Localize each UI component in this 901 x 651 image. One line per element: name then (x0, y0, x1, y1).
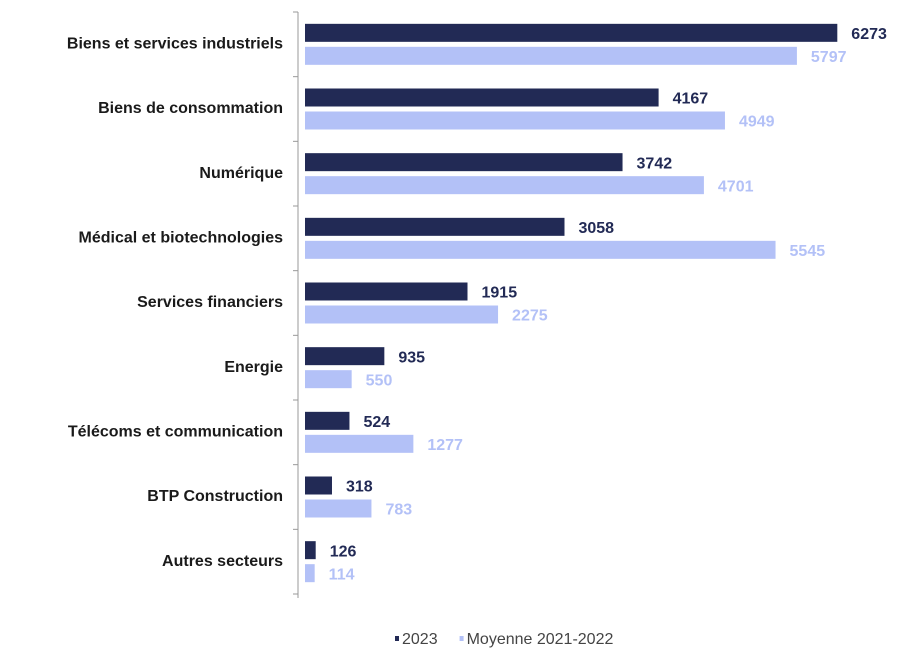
category-label: Energie (224, 359, 283, 376)
bar (305, 411, 350, 430)
category-label: Services financiers (137, 294, 283, 311)
data-label: 1277 (427, 437, 463, 454)
data-label: 114 (329, 566, 355, 583)
legend-label: Moyenne 2021-2022 (467, 631, 614, 648)
data-label: 5797 (811, 49, 847, 66)
bar (305, 541, 316, 560)
bar (305, 240, 776, 259)
bar (305, 434, 414, 453)
data-label: 6273 (851, 26, 887, 43)
bar (305, 476, 332, 495)
legend-marker (395, 636, 399, 641)
data-label: 3058 (578, 220, 614, 237)
bar (305, 176, 704, 195)
bar (305, 88, 659, 107)
bar (305, 347, 385, 366)
bar (305, 46, 797, 65)
data-label: 3742 (637, 155, 673, 172)
data-label: 524 (363, 414, 390, 431)
data-label: 550 (366, 372, 393, 389)
legend-label: 2023 (402, 631, 438, 648)
data-label: 4167 (673, 91, 709, 108)
bar (305, 217, 565, 236)
category-label: Biens et services industriels (67, 36, 283, 53)
bar (305, 370, 352, 389)
bar (305, 499, 372, 518)
data-label: 4949 (739, 114, 775, 131)
data-label: 126 (330, 543, 357, 560)
category-label: Biens de consommation (98, 100, 283, 117)
category-label: Autres secteurs (162, 553, 283, 570)
data-label: 318 (346, 479, 373, 496)
category-label: Médical et biotechnologies (79, 230, 284, 247)
data-label: 1915 (482, 285, 518, 302)
data-label: 2275 (512, 308, 548, 325)
bar (305, 23, 838, 42)
category-label: Télécoms et communication (68, 424, 283, 441)
data-label: 5545 (790, 243, 826, 260)
bar (305, 111, 725, 130)
data-label: 783 (385, 502, 412, 519)
data-label: 935 (398, 349, 425, 366)
bar (305, 564, 315, 583)
bar (305, 282, 468, 301)
bar (305, 153, 623, 172)
category-label: BTP Construction (147, 488, 283, 505)
legend-marker (459, 636, 464, 641)
bar (305, 305, 499, 324)
data-label: 4701 (718, 178, 754, 195)
category-label: Numérique (199, 165, 283, 182)
